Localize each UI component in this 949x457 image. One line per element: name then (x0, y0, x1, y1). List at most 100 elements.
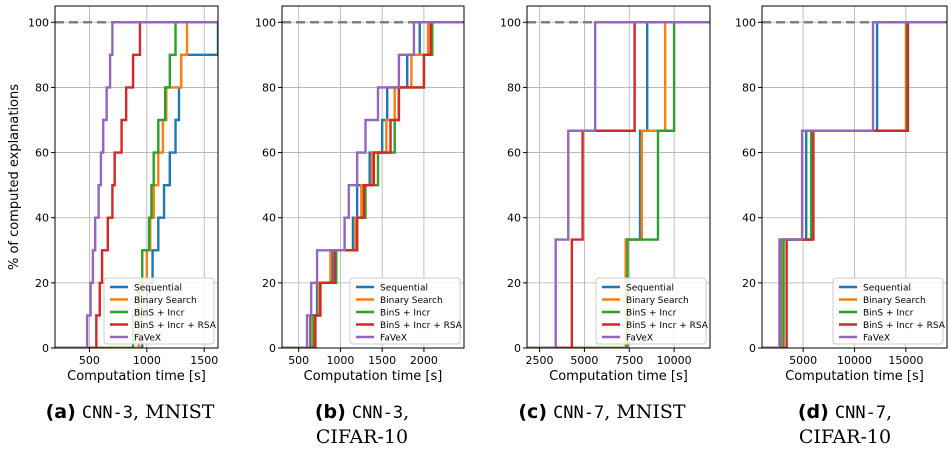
caption-b: (b) CNN-3, CIFAR-10 (262, 400, 462, 449)
legend-label: FaVeX (380, 334, 407, 344)
legend-label: BinS + Incr + RSA (134, 321, 217, 331)
x-axis-label: Computation time [s] (785, 369, 924, 384)
caption-dataset: CIFAR-10 (798, 426, 892, 448)
y-tick-label: 80 (262, 81, 276, 94)
caption-tag: (a) (45, 401, 76, 423)
legend: Sequential Binary Search BinS + Incr BinS +… (832, 277, 946, 345)
legend-label: BinS + Incr + RSA (626, 321, 709, 331)
y-tick-label: 40 (742, 212, 756, 225)
x-tick-label: 10000 (837, 354, 872, 367)
legend-label: Sequential (134, 284, 182, 294)
y-tick-label: 20 (35, 277, 49, 290)
legend-label: BinS + Incr (626, 309, 677, 319)
caption-model: CNN-7 (834, 403, 887, 423)
legend-label: BinS + Incr (380, 309, 431, 319)
x-tick-label: 7500 (615, 354, 643, 367)
series-group (762, 21, 947, 348)
x-tick-label: 1000 (133, 354, 161, 367)
y-tick-label: 40 (507, 212, 521, 225)
x-tick-label: 1500 (190, 354, 218, 367)
legend-box (595, 277, 707, 345)
x-tick-label: 5000 (570, 354, 598, 367)
caption-sep: , (403, 401, 410, 423)
caption-c: (c) CNN-7, MNIST (497, 400, 707, 425)
series-group (282, 21, 464, 348)
x-tick-label: 2000 (410, 354, 438, 367)
y-tick-label: 80 (742, 81, 756, 94)
legend-label: Binary Search (134, 296, 197, 306)
legend-label: BinS + Incr + RSA (380, 321, 463, 331)
y-tick-label: 100 (735, 16, 756, 29)
x-tick-label: 2500 (526, 354, 554, 367)
x-axis-label: Computation time [s] (67, 369, 206, 384)
y-tick-label: 0 (269, 342, 276, 355)
caption-tag: (d) (797, 401, 829, 423)
y-tick-label: 0 (514, 342, 521, 355)
series-line (762, 21, 947, 348)
legend-label: BinS + Incr (863, 309, 914, 319)
caption-a: (a) CNN-3, MNIST (30, 400, 230, 425)
caption-model: CNN-3 (81, 403, 134, 423)
y-tick-label: 80 (35, 81, 49, 94)
caption-sep: , (886, 401, 893, 423)
caption-tag: (b) (314, 401, 346, 423)
legend: Sequential Binary Search BinS + Incr BinS +… (349, 277, 463, 345)
y-tick-label: 60 (262, 147, 276, 160)
series-line (282, 21, 464, 348)
legend: Sequential Binary Search BinS + Incr BinS +… (103, 277, 217, 345)
plot-frame (281, 5, 465, 349)
caption-dataset: , MNIST (133, 401, 215, 423)
legend-label: Sequential (626, 284, 674, 294)
x-tick-label: 500 (79, 354, 100, 367)
y-tick-label: 100 (500, 16, 521, 29)
y-tick-label: 0 (42, 342, 49, 355)
y-tick-label: 60 (35, 147, 49, 160)
y-tick-label: 100 (28, 16, 49, 29)
series-line (282, 21, 464, 348)
y-tick-label: 0 (749, 342, 756, 355)
legend-label: Binary Search (863, 296, 926, 306)
chart-panel-a: 500 1000 1500 0 20 40 60 80 100 Computation time … (28, 5, 219, 384)
plot-frame (526, 5, 711, 349)
legend-box (103, 277, 215, 345)
legend-label: Sequential (863, 284, 911, 294)
series-line (55, 21, 218, 348)
legend-box (832, 277, 944, 345)
legend-label: BinS + Incr (134, 309, 185, 319)
legend: Sequential Binary Search BinS + Incr BinS +… (595, 277, 709, 345)
legend-label: FaVeX (134, 334, 161, 344)
series-line (527, 21, 710, 348)
plot-frame (54, 5, 219, 349)
series-line (55, 21, 218, 348)
x-tick-label: 1500 (368, 354, 396, 367)
y-tick-label: 60 (507, 147, 521, 160)
chart-panel-c: 2500 5000 7500 10000 0 20 40 60 80 100 Computation… (500, 5, 711, 384)
legend-label: BinS + Incr + RSA (863, 321, 946, 331)
x-tick-label: 5000 (789, 354, 817, 367)
y-tick-label: 20 (742, 277, 756, 290)
y-tick-label: 20 (262, 277, 276, 290)
caption-model: CNN-3 (351, 403, 404, 423)
y-tick-label: 60 (742, 147, 756, 160)
legend-label: Binary Search (380, 296, 443, 306)
y-tick-label: 40 (262, 212, 276, 225)
legend-label: FaVeX (863, 334, 890, 344)
caption-tag: (c) (518, 401, 548, 423)
chart-panel-b: 500 1000 1500 2000 0 20 40 60 80 100 Computation t… (255, 5, 465, 384)
legend-label: Sequential (380, 284, 428, 294)
chart-panel-d: 5000 10000 15000 0 20 40 60 80 100 Computation ti… (735, 5, 948, 384)
x-axis-label: Computation time [s] (549, 369, 688, 384)
caption-model: CNN-7 (553, 403, 605, 423)
legend-label: Binary Search (626, 296, 689, 306)
y-tick-label: 100 (255, 16, 276, 29)
x-tick-label: 15000 (888, 354, 923, 367)
y-axis-label: % of computed explanations (7, 84, 22, 270)
caption-d: (d) CNN-7, CIFAR-10 (745, 400, 945, 449)
x-axis-label: Computation time [s] (304, 369, 443, 384)
series-line (527, 21, 710, 348)
legend-box (349, 277, 461, 345)
x-tick-label: 10000 (657, 354, 692, 367)
x-tick-label: 500 (288, 354, 309, 367)
legend-label: FaVeX (626, 334, 653, 344)
